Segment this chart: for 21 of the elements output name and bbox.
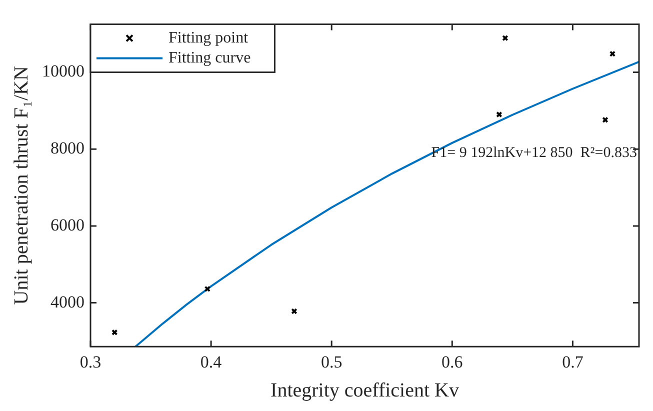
point <box>291 308 298 314</box>
point <box>602 116 608 124</box>
x-tick-label: 0.3 <box>80 352 102 372</box>
x-tick-label: 0.4 <box>200 352 222 372</box>
point <box>496 111 502 118</box>
x-tick-label: 0.5 <box>320 352 342 372</box>
y-tick-label: 4000 <box>50 292 84 312</box>
annotation: F1= 9 192lnKv+12 850 R²=0.833 <box>431 145 637 162</box>
point <box>609 50 616 57</box>
legend-label: Fitting curve <box>168 49 251 66</box>
x-tick-label: 0.7 <box>562 352 584 372</box>
point <box>204 286 211 292</box>
y-axis-title: Unit penetration thrust F₁/KN <box>10 66 32 305</box>
point <box>111 329 118 336</box>
y-tick-label: 10000 <box>42 62 84 81</box>
y-tick-label: 6000 <box>50 215 84 234</box>
x-axis-title: Integrity coefficient Kv <box>270 379 459 402</box>
y-tick-label: 8000 <box>50 138 84 158</box>
legend-label: Fitting point <box>168 29 249 46</box>
point <box>502 34 508 42</box>
x-tick-label: 0.6 <box>442 352 463 372</box>
